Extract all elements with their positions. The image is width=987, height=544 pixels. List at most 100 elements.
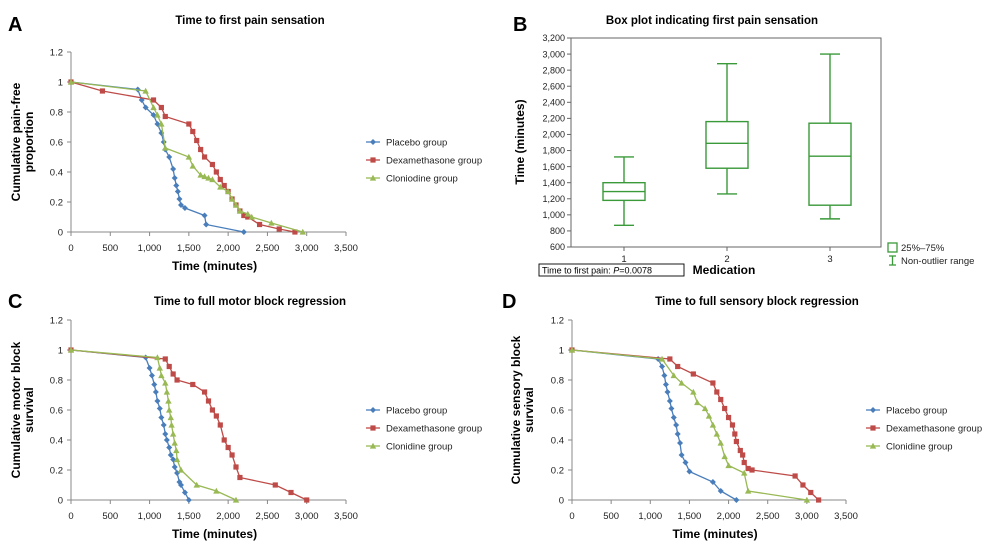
data-point [158, 372, 165, 379]
panel-a: A Time to first pain sensation 0 500 1,000 1,… [8, 14, 482, 273]
data-point [870, 407, 876, 413]
panel-label: A [8, 14, 22, 36]
x-tick-label: 2,000 [717, 511, 741, 522]
y-tick-label: 2,200 [542, 114, 565, 124]
x-tick-label: 1 [621, 254, 626, 265]
x-tick-label: 2,500 [756, 511, 780, 522]
data-point [154, 354, 161, 361]
legend-entry: Cloniodine group [386, 174, 458, 185]
data-point [148, 372, 155, 379]
data-point [722, 405, 728, 412]
x-tick-label: 2,000 [216, 511, 240, 522]
data-point [713, 430, 721, 437]
y-tick-label: 1,000 [542, 210, 565, 220]
data-point [201, 154, 208, 160]
data-point [733, 438, 739, 445]
y-axis-label-line: Cumulative sensory block [509, 335, 523, 484]
legend-entry: Dexamethasone group [386, 424, 482, 435]
data-point [800, 482, 806, 488]
data-point [217, 422, 223, 428]
legend-entry: Non-outlier range [901, 256, 974, 267]
legend-entry: Placebo group [886, 406, 947, 417]
data-point [173, 447, 180, 454]
data-point [209, 407, 216, 413]
data-point [197, 171, 204, 178]
data-point [678, 452, 685, 458]
y-tick-label: 1 [58, 78, 63, 89]
data-point [690, 388, 697, 395]
y-tick-label: 2,400 [542, 98, 565, 108]
data-point [677, 440, 684, 446]
y-tick-label: 1,600 [542, 162, 565, 172]
series-line [70, 349, 237, 501]
y-axis-label-line: proportion [22, 112, 36, 173]
data-point [658, 355, 666, 362]
data-point [369, 174, 377, 181]
y-tick-label: 0.6 [551, 406, 564, 417]
y-axis-label-line: survival [22, 387, 36, 432]
data-point [158, 120, 165, 127]
panel-label: C [8, 291, 22, 313]
x-axis-label: Time (minutes) [172, 527, 257, 541]
data-point [162, 431, 169, 437]
series-line [571, 349, 807, 501]
data-point [668, 405, 675, 412]
data-point [721, 453, 728, 460]
data-point [272, 482, 278, 488]
x-tick-label: 2,500 [256, 511, 280, 522]
x-tick-label: 1,500 [177, 243, 201, 254]
data-point [156, 364, 163, 371]
panel-b: B Box plot indicating first pain sensatio… [513, 14, 974, 277]
data-point [152, 389, 159, 395]
data-point [682, 459, 689, 466]
data-point [221, 182, 227, 189]
data-point [662, 381, 669, 388]
data-point [673, 422, 680, 428]
data-point [171, 439, 178, 446]
x-tick-label: 1,500 [177, 511, 201, 522]
data-point [729, 422, 736, 428]
x-tick-label: 0 [569, 511, 574, 522]
data-point [244, 210, 251, 217]
data-point [173, 456, 181, 463]
iqr-box [705, 120, 749, 169]
data-point [666, 398, 673, 404]
data-point [162, 144, 169, 151]
series-cloniodine-group [67, 78, 306, 235]
data-point [186, 121, 192, 127]
data-point [166, 406, 173, 413]
data-point [741, 469, 748, 476]
data-point [171, 464, 178, 470]
data-point [725, 462, 732, 469]
x-axis-label: Medication [693, 263, 756, 277]
data-point [370, 139, 376, 145]
data-point [749, 467, 755, 473]
data-point [154, 398, 161, 404]
y-tick-label: 3,200 [542, 33, 565, 43]
annotation-p: P [613, 266, 619, 276]
data-point [163, 388, 171, 395]
data-point [160, 422, 167, 428]
y-tick-label: 1,400 [542, 178, 565, 188]
data-point [245, 214, 251, 220]
y-axis-label: Cumulative pain-freeproportion [9, 82, 36, 201]
x-tick-label: 3,500 [334, 243, 358, 254]
x-tick-label: 3,500 [834, 511, 858, 522]
data-point [168, 421, 175, 428]
data-point [678, 379, 685, 386]
x-tick-label: 1,500 [678, 511, 702, 522]
iqr-box [808, 122, 852, 206]
x-tick-label: 3,000 [795, 511, 819, 522]
data-point [170, 371, 176, 377]
data-point [870, 425, 876, 431]
data-point [661, 372, 668, 379]
x-tick-label: 3,000 [295, 511, 319, 522]
y-tick-label: 1,800 [542, 146, 565, 156]
y-tick-label: 0.6 [50, 406, 63, 417]
data-point [201, 212, 208, 219]
data-point [659, 363, 666, 370]
data-point [792, 473, 798, 479]
x-tick-label: 3 [827, 254, 832, 265]
data-point [292, 229, 298, 235]
data-point [217, 183, 224, 190]
